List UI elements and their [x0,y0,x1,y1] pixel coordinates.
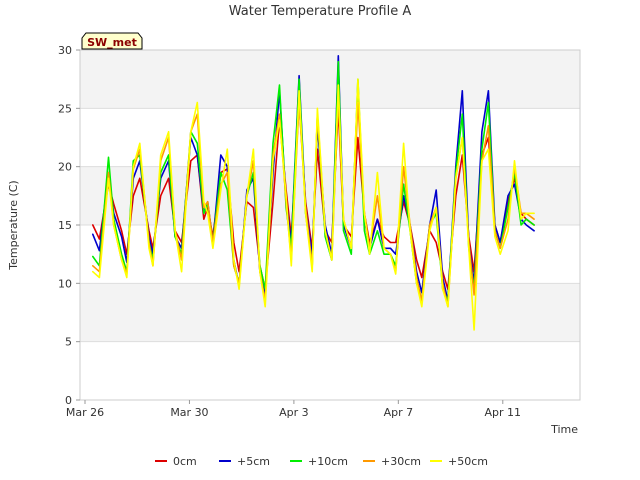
plot-background [80,50,580,400]
x-tick-label: Apr 11 [485,406,522,419]
grid-band [80,166,580,225]
badge-text: SW_met [87,36,137,49]
grid-band [80,108,580,167]
y-axis-label: Temperature (C) [7,180,20,270]
y-axis: 0 5 10 15 20 25 30 [58,44,80,407]
y-tick-label: 15 [58,219,72,232]
legend-label: +30cm [381,455,421,468]
x-tick-label: Apr 7 [384,406,414,419]
grid-band [80,341,580,400]
badge-shape [81,32,143,50]
x-axis-label: Time [550,423,578,436]
y-tick-label: 30 [58,44,72,57]
legend-label: +50cm [448,455,488,468]
x-tick-label: Mar 30 [170,406,208,419]
y-tick-label: 0 [65,394,72,407]
legend: 0cm +5cm +10cm +30cm +50cm [155,455,488,468]
legend-label: 0cm [173,455,197,468]
chart-title: Water Temperature Profile A [229,4,412,19]
source-badge: SW_met [81,32,143,50]
y-tick-label: 25 [58,102,72,115]
series-line-50cm [92,78,535,331]
legend-label: +5cm [237,455,270,468]
grid-band [80,283,580,342]
grid-band [80,50,580,109]
series-lines [92,54,535,331]
y-tick-label: 5 [65,336,72,349]
y-tick-label: 10 [58,277,72,290]
legend-label: +10cm [308,455,348,468]
y-tick-label: 20 [58,161,72,174]
x-axis: Mar 26 Mar 30 Apr 3 Apr 7 Apr 11 [66,400,521,419]
x-tick-label: Mar 26 [66,406,104,419]
x-tick-label: Apr 3 [279,406,309,419]
